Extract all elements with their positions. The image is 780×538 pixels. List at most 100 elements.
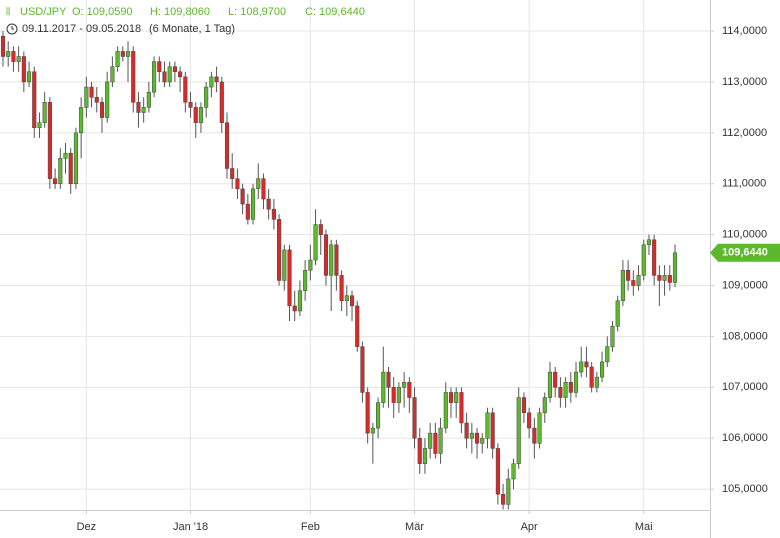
candle-body [657, 275, 662, 281]
candle-body [329, 244, 334, 276]
y-tick-label: 107,0000 [722, 381, 768, 393]
candle-body [188, 102, 193, 108]
quote-open: O: 109,0590 [72, 6, 133, 18]
candle-body [573, 371, 579, 393]
candle-body [636, 275, 641, 286]
symbol: USD/JPY [20, 6, 67, 18]
candle-body [303, 270, 308, 291]
candle-body [209, 76, 214, 88]
candle-body [334, 244, 339, 276]
candle-body [16, 56, 21, 62]
candle-body [297, 290, 302, 312]
candle-body [568, 381, 573, 393]
candle-body [120, 51, 125, 57]
candle-body [250, 188, 256, 220]
y-tick-label: 108,0000 [722, 330, 768, 342]
candle-body [490, 412, 495, 449]
period: (6 Monate, 1 Tag) [149, 23, 235, 35]
candle-body [266, 198, 271, 210]
candle-body [32, 71, 37, 129]
candle-body [579, 361, 584, 373]
candles [0, 31, 678, 510]
candle-body [600, 361, 605, 378]
candle-body [454, 392, 459, 403]
candle-body [407, 381, 412, 398]
candle-body [162, 71, 167, 83]
candle-body [0, 35, 6, 57]
candle-body [167, 66, 172, 83]
candle-body [381, 371, 386, 403]
candle-body [589, 366, 594, 388]
candle-body [563, 381, 568, 398]
candle-body [68, 152, 73, 184]
candle-body [464, 422, 469, 439]
clock-icon [6, 23, 18, 35]
candle-body [610, 326, 615, 347]
candle-body [537, 412, 542, 444]
candle-body [214, 76, 219, 83]
candle-body [318, 224, 323, 235]
candle-body [261, 178, 266, 200]
candle-body [172, 66, 177, 73]
header: ⫼ USD/JPY O: 109,0590 H: 109,8060 L: 108… [6, 6, 365, 35]
candle-body [631, 280, 636, 286]
quote-high: H: 109,8060 [150, 6, 210, 18]
candle-body [615, 300, 620, 327]
candle-body [448, 392, 454, 403]
candle-body [672, 252, 678, 283]
candle-body [506, 478, 511, 505]
candle-body [376, 402, 381, 429]
candle-body [240, 188, 245, 205]
y-tick-label: 114,0000 [722, 25, 767, 37]
candle-body [428, 432, 433, 449]
candle-body [553, 371, 558, 388]
candle-body [438, 427, 443, 454]
candle-body [501, 493, 506, 505]
candle-body [542, 397, 547, 414]
candle-body [308, 259, 313, 271]
candle-body [89, 86, 94, 98]
candle-body [219, 81, 224, 123]
candle-body [42, 102, 47, 123]
candle-body [94, 96, 99, 103]
candle-body [131, 51, 136, 103]
candle-body [495, 448, 500, 495]
candle-body [198, 107, 204, 123]
candle-body [417, 437, 422, 464]
candle-body [152, 61, 157, 93]
candle-body [474, 432, 480, 444]
candle-body [21, 56, 26, 83]
candle-body [235, 178, 240, 190]
candle-body [146, 91, 151, 108]
candle-body [422, 448, 428, 464]
candle-body [115, 51, 120, 67]
x-tick-label: Dez [77, 521, 97, 533]
clock-hands [11, 26, 14, 30]
candle-body [84, 86, 89, 108]
candle-body [355, 305, 360, 347]
y-tick-label: 111,0000 [722, 178, 766, 190]
candle-body [511, 463, 516, 480]
candle-body [370, 427, 375, 434]
candle-body [443, 392, 448, 429]
y-tick-label: 112,0000 [722, 127, 767, 139]
candle-body [323, 234, 329, 276]
candle-body [349, 295, 355, 307]
candle-body [193, 107, 198, 123]
candle-body [58, 158, 63, 184]
candle-body [662, 275, 667, 281]
candle-body [157, 61, 162, 73]
y-tick-label: 105,0000 [722, 483, 768, 495]
candle-body [224, 122, 230, 169]
candle-body [339, 275, 344, 302]
quote-low: L: 108,9700 [228, 6, 286, 18]
candle-body [396, 387, 401, 403]
candle-body [125, 51, 131, 57]
candle-body [6, 51, 11, 57]
candle-body [402, 381, 407, 388]
candle-body [365, 392, 370, 434]
candle-body [277, 219, 282, 281]
